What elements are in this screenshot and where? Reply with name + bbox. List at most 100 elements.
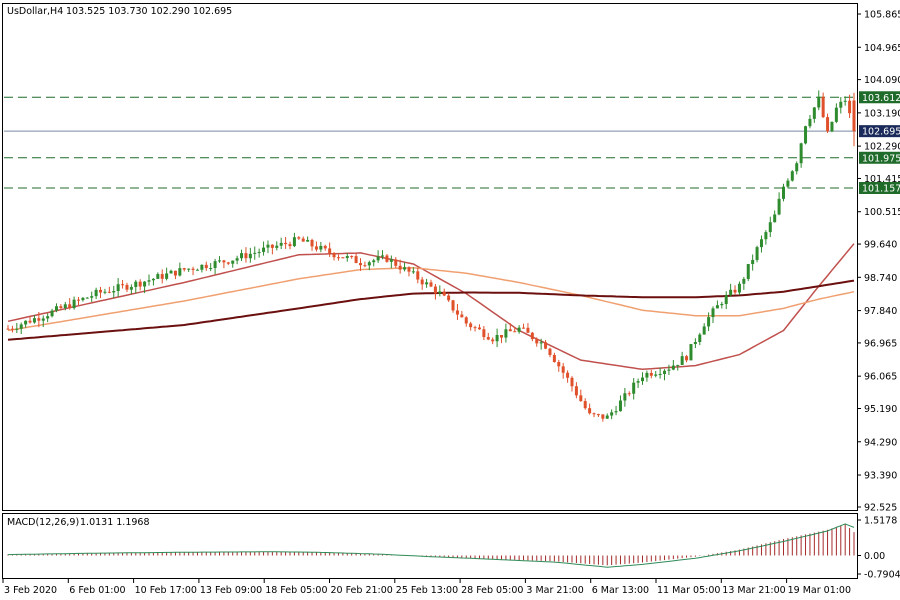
candle-body xyxy=(213,261,217,269)
horizontal-levels xyxy=(4,96,856,189)
candle-body xyxy=(37,318,41,321)
macd-signal-line xyxy=(7,523,855,568)
candle-body xyxy=(764,232,768,240)
candle-body xyxy=(786,180,790,187)
candle-body xyxy=(359,263,362,266)
macd-label: MACD(12,26,9) xyxy=(7,517,79,528)
y-tick-label: 103.190 xyxy=(864,108,900,119)
candle-body xyxy=(438,291,442,294)
current-price-label: 102.695 xyxy=(862,127,900,138)
candle-body xyxy=(623,393,627,401)
candle-body xyxy=(715,305,719,309)
candle-body xyxy=(129,287,133,290)
candle-body xyxy=(107,291,111,293)
level-badge-label: 103.612 xyxy=(862,93,900,104)
candle-body xyxy=(627,393,631,395)
candle-body xyxy=(240,253,244,259)
candle-body xyxy=(319,245,323,250)
candle-body xyxy=(341,257,345,259)
candle-body xyxy=(667,369,671,371)
candle-body xyxy=(275,245,279,248)
candle-body xyxy=(548,348,552,355)
candle-body xyxy=(707,317,711,327)
candle-body xyxy=(724,295,728,304)
candle-body xyxy=(195,269,199,271)
candle-body xyxy=(429,282,433,287)
candle-body xyxy=(693,341,697,345)
y-tick-label: 96.965 xyxy=(864,338,897,349)
x-tick-label: 11 Mar 05:00 xyxy=(657,585,720,596)
candle-body xyxy=(795,163,799,172)
y-tick-label: 94.290 xyxy=(864,437,897,448)
candle-body xyxy=(508,329,512,332)
candle-body xyxy=(116,284,120,292)
candle-body xyxy=(433,286,437,294)
candle-body xyxy=(306,239,310,242)
candle-body xyxy=(618,400,622,412)
candle-body xyxy=(59,306,63,308)
y-tick-label: 92.525 xyxy=(864,503,897,514)
candle-body xyxy=(632,382,636,394)
candle-body xyxy=(257,251,261,253)
level-badge-label: 101.975 xyxy=(862,153,900,164)
candle-body xyxy=(636,381,640,383)
y-tick-label: 95.190 xyxy=(864,404,897,415)
x-tick-label: 25 Feb 13:00 xyxy=(396,585,458,596)
candle-body xyxy=(235,258,239,261)
candle-body xyxy=(491,339,495,342)
candle-body xyxy=(204,264,208,269)
x-tick-label: 6 Feb 01:00 xyxy=(69,585,125,596)
y-tick-label: 101.415 xyxy=(864,174,900,185)
candle-body xyxy=(530,332,534,340)
candle-body xyxy=(134,281,138,288)
x-tick-label: 10 Feb 17:00 xyxy=(135,585,197,596)
candle-body xyxy=(830,121,834,132)
candle-body xyxy=(663,370,667,374)
candle-body xyxy=(270,244,274,248)
candle-body xyxy=(323,245,327,249)
candle-body xyxy=(191,268,195,270)
candle-body xyxy=(156,274,160,279)
candle-body xyxy=(680,356,684,365)
candle-body xyxy=(222,260,226,263)
macd-indicator: 1.5178 0.00 -0.7904 xyxy=(7,516,900,581)
candle-body xyxy=(262,247,266,252)
candle-body xyxy=(451,300,455,311)
candle-body xyxy=(389,259,393,262)
candle-body xyxy=(314,246,318,250)
candle-body xyxy=(751,259,755,265)
x-tick-label: 6 Mar 13:00 xyxy=(592,585,649,596)
main-panel-frame xyxy=(2,3,858,511)
candle-body xyxy=(284,242,288,245)
candle-body xyxy=(50,310,54,317)
candle-body xyxy=(654,374,658,376)
candle-body xyxy=(85,297,89,299)
candle-body xyxy=(804,126,808,144)
candle-body xyxy=(32,318,36,323)
ma_slow-line xyxy=(7,279,855,341)
candle-body xyxy=(381,255,385,257)
candle-body xyxy=(376,256,380,261)
candle-body xyxy=(403,267,407,270)
candle-body xyxy=(310,239,314,247)
candle-body xyxy=(297,237,301,239)
candle-body xyxy=(839,101,843,108)
candle-body xyxy=(759,239,763,248)
candle-body xyxy=(28,320,32,323)
candle-body xyxy=(416,271,420,280)
y-tick-label: 102.290 xyxy=(864,142,900,153)
candle-body xyxy=(843,100,847,102)
candle-body xyxy=(711,308,715,318)
candle-body xyxy=(209,268,213,270)
candle-body xyxy=(469,323,473,328)
macd-y-tick-label: 0.00 xyxy=(864,551,885,562)
candle-body xyxy=(15,328,19,330)
candle-body xyxy=(645,372,649,378)
candle-body xyxy=(552,354,556,363)
candle-body xyxy=(698,334,702,342)
candle-body xyxy=(812,107,816,119)
candle-body xyxy=(99,289,103,293)
candlesticks xyxy=(6,90,856,422)
candle-body xyxy=(592,413,596,415)
